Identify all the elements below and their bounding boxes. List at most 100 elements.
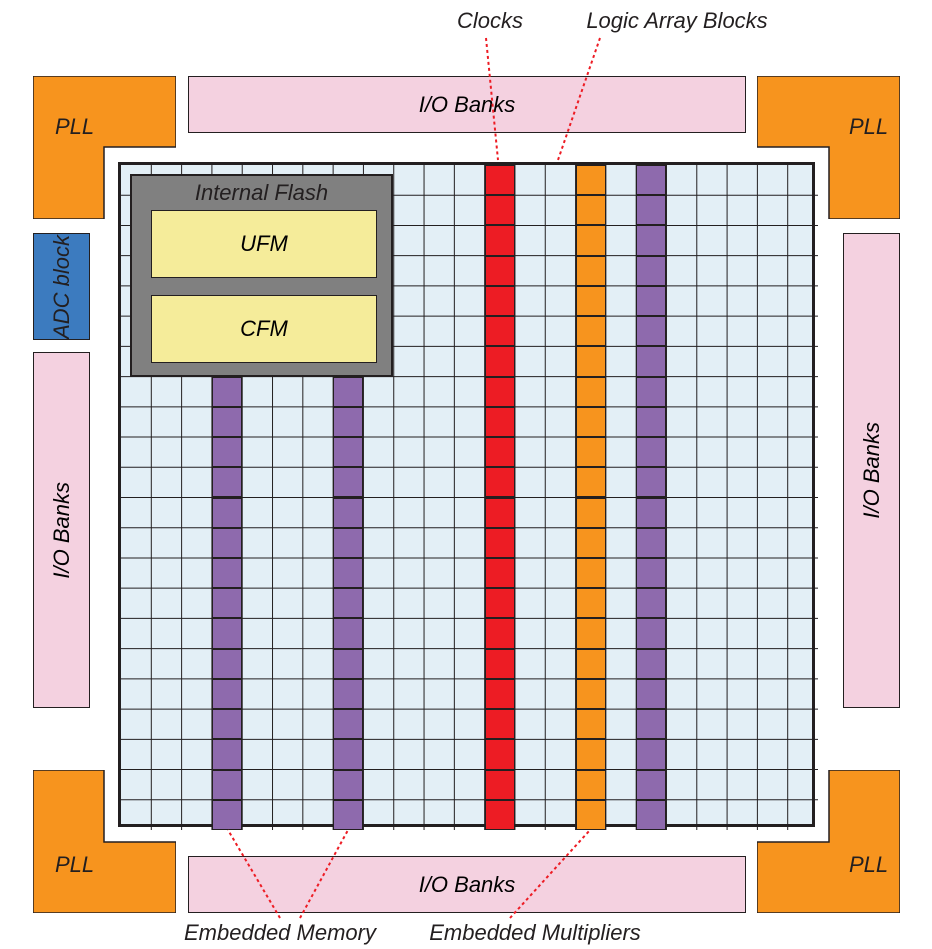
clock-column-cell bbox=[485, 498, 515, 528]
multiplier-column-cell bbox=[576, 316, 606, 346]
clock-column-cell bbox=[485, 256, 515, 286]
io-banks-bottom-label: I/O Banks bbox=[419, 872, 516, 898]
memory-column-cell bbox=[636, 286, 666, 316]
chip-grid: Internal Flash UFM CFM bbox=[118, 162, 815, 827]
memory-column-cell bbox=[333, 800, 363, 830]
embedded-memory-label: Embedded Memory bbox=[165, 920, 395, 946]
memory-column-cell bbox=[333, 649, 363, 679]
clock-column-cell bbox=[485, 649, 515, 679]
memory-column-cell bbox=[636, 679, 666, 709]
clock-column-cell bbox=[485, 528, 515, 558]
memory-column-cell bbox=[333, 558, 363, 588]
memory-column-cell bbox=[212, 649, 242, 679]
clock-column-cell bbox=[485, 679, 515, 709]
clock-column-cell bbox=[485, 800, 515, 830]
clock-column-cell bbox=[485, 346, 515, 376]
io-banks-left-label: I/O Banks bbox=[49, 482, 75, 579]
adc-block: ADC block bbox=[33, 233, 90, 340]
memory-column-cell bbox=[333, 437, 363, 467]
memory-column-cell bbox=[636, 709, 666, 739]
memory-column-cell bbox=[212, 467, 242, 497]
memory-column-cell bbox=[636, 165, 666, 195]
io-banks-bottom: I/O Banks bbox=[188, 856, 746, 913]
memory-column-cell bbox=[636, 407, 666, 437]
memory-column-cell bbox=[636, 498, 666, 528]
memory-column-cell bbox=[212, 739, 242, 769]
cfm-block: CFM bbox=[151, 295, 377, 363]
pll-label: PLL bbox=[849, 852, 888, 878]
multiplier-column-cell bbox=[576, 195, 606, 225]
clock-column-cell bbox=[485, 377, 515, 407]
internal-flash-label: Internal Flash bbox=[132, 180, 391, 206]
memory-column-cell bbox=[212, 377, 242, 407]
memory-column-cell bbox=[636, 800, 666, 830]
memory-column-cell bbox=[212, 407, 242, 437]
memory-column-cell bbox=[636, 195, 666, 225]
memory-column-cell bbox=[636, 528, 666, 558]
memory-column-cell bbox=[636, 316, 666, 346]
memory-column-cell bbox=[333, 407, 363, 437]
multiplier-column-cell bbox=[576, 739, 606, 769]
clock-column-cell bbox=[485, 165, 515, 195]
multiplier-column-cell bbox=[576, 225, 606, 255]
multiplier-column-cell bbox=[576, 346, 606, 376]
io-banks-top: I/O Banks bbox=[188, 76, 746, 133]
memory-column-cell bbox=[212, 618, 242, 648]
multiplier-column-cell bbox=[576, 649, 606, 679]
io-banks-right: I/O Banks bbox=[843, 233, 900, 708]
multiplier-column-cell bbox=[576, 558, 606, 588]
pll-label: PLL bbox=[55, 114, 94, 140]
memory-column-cell bbox=[636, 558, 666, 588]
memory-column-cell bbox=[333, 770, 363, 800]
memory-column-cell bbox=[333, 709, 363, 739]
memory-column-cell bbox=[333, 498, 363, 528]
multiplier-column-cell bbox=[576, 800, 606, 830]
clock-column-cell bbox=[485, 618, 515, 648]
memory-column-cell bbox=[212, 800, 242, 830]
multiplier-column-cell bbox=[576, 498, 606, 528]
multiplier-column-cell bbox=[576, 407, 606, 437]
clock-column-cell bbox=[485, 225, 515, 255]
memory-column-cell bbox=[636, 588, 666, 618]
io-banks-right-label: I/O Banks bbox=[859, 422, 885, 519]
memory-column-cell bbox=[212, 770, 242, 800]
embedded-multipliers-label: Embedded Multipliers bbox=[420, 920, 650, 946]
clock-column-cell bbox=[485, 770, 515, 800]
memory-column-cell bbox=[636, 346, 666, 376]
memory-column-cell bbox=[333, 528, 363, 558]
clock-column-cell bbox=[485, 588, 515, 618]
multiplier-column-cell bbox=[576, 709, 606, 739]
memory-column-cell bbox=[636, 467, 666, 497]
multiplier-column-cell bbox=[576, 770, 606, 800]
multiplier-column-cell bbox=[576, 165, 606, 195]
memory-column-cell bbox=[636, 739, 666, 769]
clock-column-cell bbox=[485, 437, 515, 467]
multiplier-column-cell bbox=[576, 437, 606, 467]
ufm-block: UFM bbox=[151, 210, 377, 278]
clock-column-cell bbox=[485, 286, 515, 316]
clock-column-cell bbox=[485, 467, 515, 497]
ufm-block-label: UFM bbox=[240, 231, 288, 257]
io-banks-top-label: I/O Banks bbox=[419, 92, 516, 118]
memory-column-cell bbox=[212, 437, 242, 467]
memory-column-cell bbox=[212, 558, 242, 588]
io-banks-left: I/O Banks bbox=[33, 352, 90, 708]
clock-column-cell bbox=[485, 558, 515, 588]
multiplier-column-cell bbox=[576, 588, 606, 618]
pll-label: PLL bbox=[849, 114, 888, 140]
memory-column-cell bbox=[333, 739, 363, 769]
memory-column-cell bbox=[333, 588, 363, 618]
memory-column-cell bbox=[212, 709, 242, 739]
memory-column-cell bbox=[212, 498, 242, 528]
multiplier-column-cell bbox=[576, 679, 606, 709]
adc-label: ADC block bbox=[49, 235, 75, 339]
memory-column-cell bbox=[333, 679, 363, 709]
cfm-block-label: CFM bbox=[240, 316, 288, 342]
multiplier-column-cell bbox=[576, 467, 606, 497]
memory-column-cell bbox=[636, 770, 666, 800]
memory-column-cell bbox=[333, 377, 363, 407]
memory-column-cell bbox=[212, 588, 242, 618]
multiplier-column-cell bbox=[576, 377, 606, 407]
clock-column-cell bbox=[485, 709, 515, 739]
multiplier-column-cell bbox=[576, 286, 606, 316]
